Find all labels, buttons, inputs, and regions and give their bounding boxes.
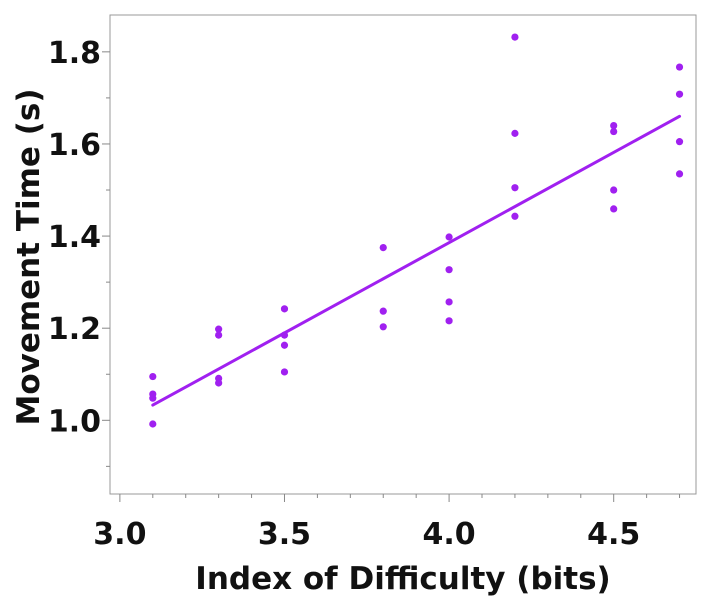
data-point <box>379 323 387 331</box>
y-tick-labels: 1.0 1.2 1.4 1.6 1.8 <box>48 36 101 439</box>
data-point <box>675 63 684 71</box>
data-point <box>280 341 289 349</box>
y-axis-title: Movement Time (s) <box>11 88 47 425</box>
x-tick-label: 3.0 <box>93 517 146 552</box>
data-point <box>511 212 519 220</box>
data-point <box>445 266 453 274</box>
data-point <box>511 184 519 192</box>
data-point <box>610 121 618 130</box>
data-point <box>149 394 157 402</box>
data-point <box>379 243 387 252</box>
x-axis-title: Index of Difficulty (bits) <box>195 561 610 597</box>
data-point <box>215 331 223 339</box>
data-point <box>675 90 684 98</box>
data-point <box>149 372 157 381</box>
plot-frame <box>109 14 697 495</box>
y-tick-label: 1.0 <box>48 404 101 439</box>
data-point <box>511 129 519 137</box>
data-point <box>445 317 453 325</box>
data-point <box>280 305 289 313</box>
data-point <box>215 325 223 333</box>
data-point <box>675 138 684 146</box>
data-point <box>610 205 618 213</box>
data-point <box>445 233 453 241</box>
data-point <box>149 420 157 428</box>
data-point <box>610 186 618 194</box>
fit-line <box>151 114 682 407</box>
x-tick-label: 4.5 <box>587 517 640 552</box>
axis-ticks <box>102 51 681 502</box>
y-tick-label: 1.2 <box>48 312 101 347</box>
data-point <box>379 307 387 315</box>
x-tick-label: 4.0 <box>423 517 476 552</box>
data-point <box>215 379 223 387</box>
y-tick-label: 1.8 <box>48 36 101 71</box>
data-point <box>445 298 453 306</box>
data-point <box>610 127 618 136</box>
data-point <box>280 368 289 376</box>
x-tick-labels: 3.0 3.5 4.0 4.5 <box>93 517 640 552</box>
data-point <box>511 33 519 41</box>
x-tick-label: 3.5 <box>258 517 311 552</box>
y-tick-label: 1.4 <box>48 220 101 255</box>
data-point <box>675 170 684 178</box>
y-tick-label: 1.6 <box>48 128 101 163</box>
data-points <box>149 33 684 428</box>
